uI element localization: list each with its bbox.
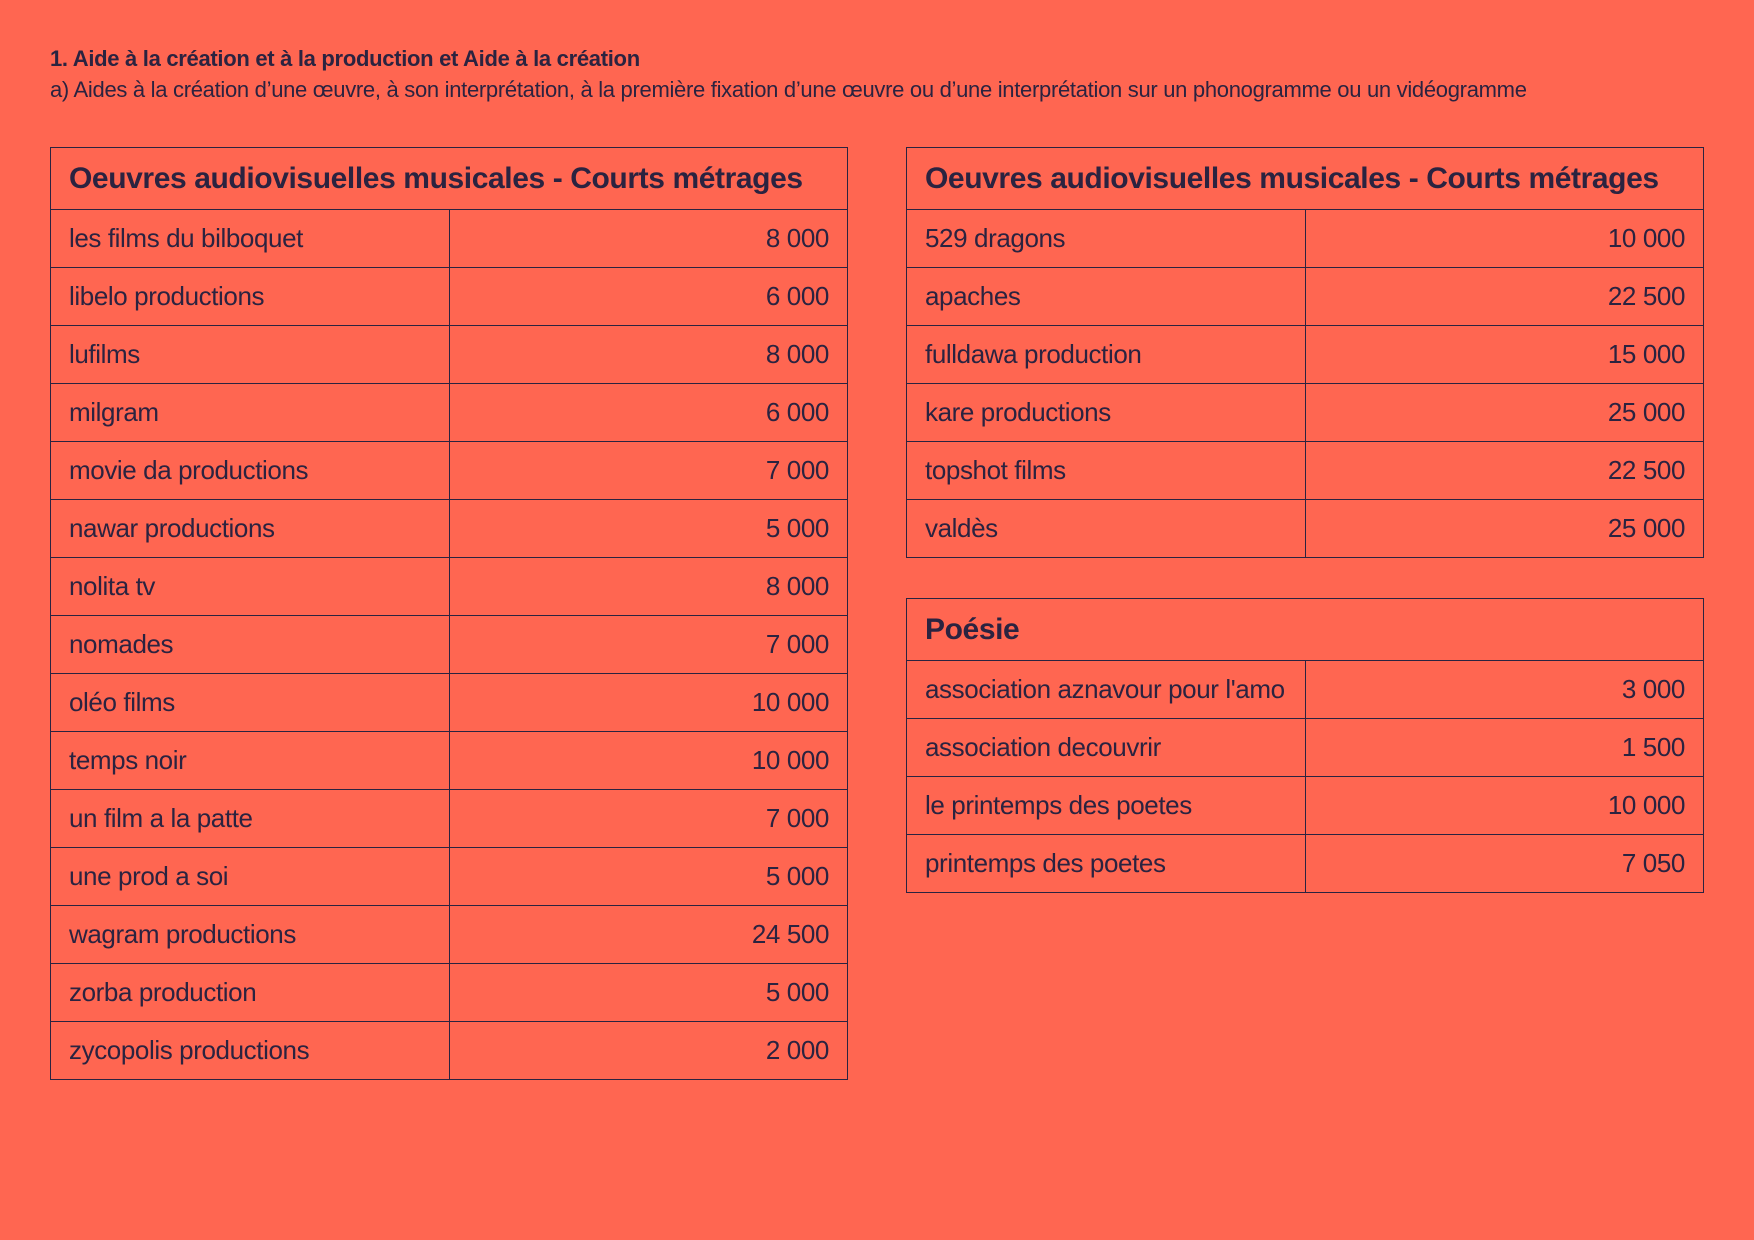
beneficiary: temps noir (50, 731, 450, 790)
table-row: 529 dragons 10 000 (906, 209, 1704, 268)
amount: 7 000 (448, 615, 848, 674)
table-row: zorba production 5 000 (50, 963, 848, 1022)
table-row: une prod a soi 5 000 (50, 847, 848, 906)
beneficiary: wagram productions (50, 905, 450, 964)
beneficiary: libelo productions (50, 267, 450, 326)
beneficiary: une prod a soi (50, 847, 450, 906)
table-row: un film a la patte 7 000 (50, 789, 848, 848)
section-subtitle: a) Aides à la création d’une œuvre, à so… (50, 77, 1527, 102)
beneficiary: zycopolis productions (50, 1021, 450, 1080)
amount: 6 000 (448, 383, 848, 442)
table-row: nolita tv 8 000 (50, 557, 848, 616)
beneficiary: printemps des poetes (906, 834, 1306, 893)
table-row: nomades 7 000 (50, 615, 848, 674)
amount: 6 000 (448, 267, 848, 326)
table-row: wagram productions 24 500 (50, 905, 848, 964)
table-title: Poésie (906, 598, 1704, 661)
beneficiary: movie da productions (50, 441, 450, 500)
section-title: 1. Aide à la création et à la production… (50, 46, 640, 71)
beneficiary: valdès (906, 499, 1306, 558)
table-title: Oeuvres audiovisuelles musicales - Court… (50, 147, 848, 210)
beneficiary: 529 dragons (906, 209, 1306, 268)
table-row: apaches 22 500 (906, 267, 1704, 326)
amount: 15 000 (1304, 325, 1704, 384)
amount: 25 000 (1304, 383, 1704, 442)
beneficiary: kare productions (906, 383, 1306, 442)
header-row: Oeuvres audiovisuelles musicales - Court… (50, 147, 848, 210)
amount: 25 000 (1304, 499, 1704, 558)
data-table: Oeuvres audiovisuelles musicales - Court… (50, 147, 848, 1080)
amount: 10 000 (1304, 776, 1704, 835)
beneficiary: un film a la patte (50, 789, 450, 848)
table-row: lufilms 8 000 (50, 325, 848, 384)
table-row: association decouvrir 1 500 (906, 718, 1704, 777)
table-row: milgram 6 000 (50, 383, 848, 442)
beneficiary: lufilms (50, 325, 450, 384)
amount: 24 500 (448, 905, 848, 964)
beneficiary: association aznavour pour l'amo (906, 660, 1306, 719)
beneficiary: association decouvrir (906, 718, 1306, 777)
amount: 22 500 (1304, 441, 1704, 500)
amount: 5 000 (448, 963, 848, 1022)
beneficiary: zorba production (50, 963, 450, 1022)
beneficiary: nomades (50, 615, 450, 674)
beneficiary: apaches (906, 267, 1306, 326)
table-row: association aznavour pour l'amo 3 000 (906, 660, 1704, 719)
beneficiary: oléo films (50, 673, 450, 732)
amount: 5 000 (448, 499, 848, 558)
table-row: le printemps des poetes 10 000 (906, 776, 1704, 835)
beneficiary: fulldawa production (906, 325, 1306, 384)
amount: 8 000 (448, 325, 848, 384)
amount: 5 000 (448, 847, 848, 906)
amount: 2 000 (448, 1021, 848, 1080)
beneficiary: topshot films (906, 441, 1306, 500)
table-row: libelo productions 6 000 (50, 267, 848, 326)
amount: 8 000 (448, 557, 848, 616)
amount: 10 000 (448, 731, 848, 790)
amount: 22 500 (1304, 267, 1704, 326)
amount: 10 000 (448, 673, 848, 732)
table-row: nawar productions 5 000 (50, 499, 848, 558)
table-title: Oeuvres audiovisuelles musicales - Court… (906, 147, 1704, 210)
table-row: temps noir 10 000 (50, 731, 848, 790)
beneficiary: nolita tv (50, 557, 450, 616)
amount: 7 000 (448, 441, 848, 500)
amount: 10 000 (1304, 209, 1704, 268)
table-row: movie da productions 7 000 (50, 441, 848, 500)
amount: 7 000 (448, 789, 848, 848)
table-row: fulldawa production 15 000 (906, 325, 1704, 384)
data-table: Oeuvres audiovisuelles musicales - Court… (906, 147, 1704, 558)
table-row: les films du bilboquet 8 000 (50, 209, 848, 268)
table-row: printemps des poetes 7 050 (906, 834, 1704, 893)
table-row: kare productions 25 000 (906, 383, 1704, 442)
beneficiary: les films du bilboquet (50, 209, 450, 268)
header-row: Oeuvres audiovisuelles musicales - Court… (906, 147, 1704, 210)
amount: 1 500 (1304, 718, 1704, 777)
beneficiary: le printemps des poetes (906, 776, 1306, 835)
beneficiary: nawar productions (50, 499, 450, 558)
table-row: valdès 25 000 (906, 499, 1704, 558)
amount: 7 050 (1304, 834, 1704, 893)
amount: 8 000 (448, 209, 848, 268)
beneficiary: milgram (50, 383, 450, 442)
header-row: Poésie (906, 598, 1704, 661)
table-row: zycopolis productions 2 000 (50, 1021, 848, 1080)
amount: 3 000 (1304, 660, 1704, 719)
table-row: topshot films 22 500 (906, 441, 1704, 500)
data-table: Poésie association aznavour pour l'amo 3 0… (906, 598, 1704, 893)
table-row: oléo films 10 000 (50, 673, 848, 732)
